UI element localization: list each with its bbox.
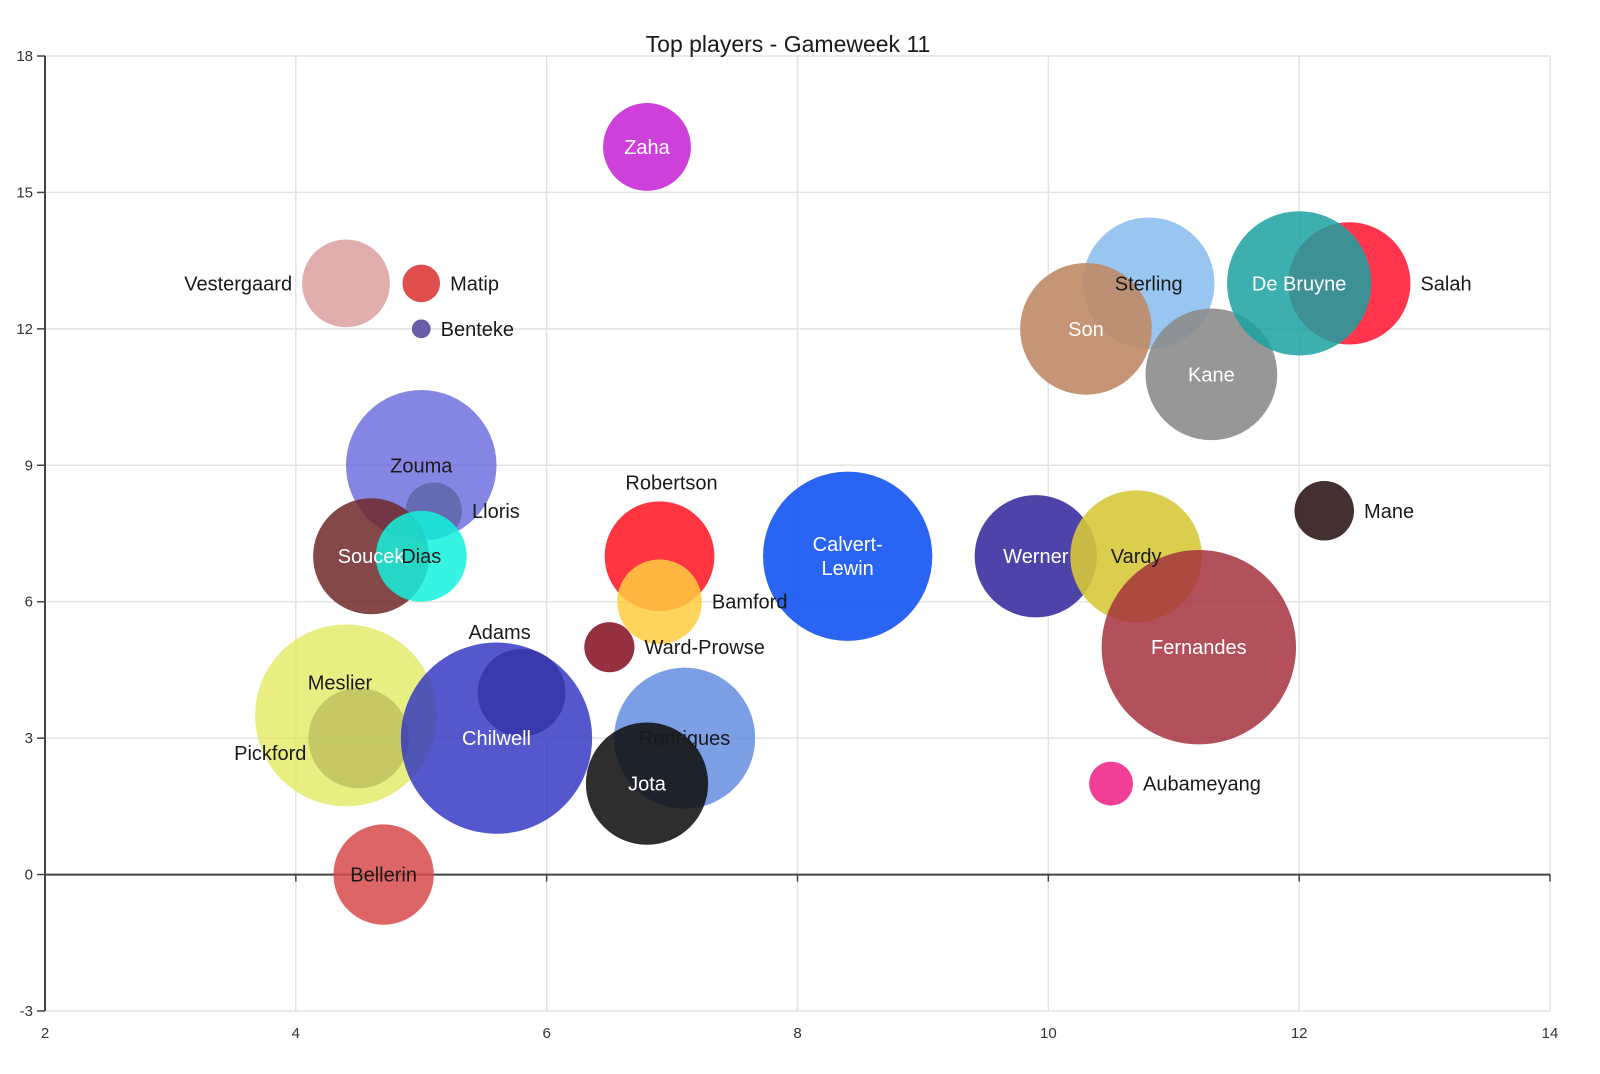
bubble-zaha [603, 103, 691, 191]
bubble-son [1020, 263, 1152, 395]
bubble-chilwell [400, 642, 593, 834]
bubble-label-matip: Matip [450, 273, 499, 295]
bubble-benteke [411, 319, 431, 339]
bubble-ward-prowse [584, 622, 635, 673]
bubble-label-bamford: Bamford [712, 592, 788, 614]
y-tick-label: 3 [25, 730, 33, 747]
bubble-label-dias: Dias [401, 546, 441, 568]
bubble-dias [375, 510, 467, 602]
bubble-label-benteke: Benteke [441, 319, 514, 341]
bubble-label-zaha: Zaha [624, 137, 670, 159]
bubble-label-chilwell: Chilwell [462, 728, 531, 750]
bubble-label-aubameyang: Aubameyang [1143, 774, 1261, 796]
y-tick-label: 18 [16, 48, 33, 65]
bubble-matip [402, 264, 441, 303]
bubble-label-salah: Salah [1420, 273, 1471, 295]
bubble-fernandes [1101, 549, 1297, 745]
bubble-calvert-lewin [763, 471, 933, 641]
x-tick-label: 2 [41, 1025, 49, 1042]
bubble-label-fernandes: Fernandes [1151, 637, 1247, 659]
bubble-label-zouma: Zouma [390, 455, 453, 477]
y-tick-label: 15 [16, 184, 33, 201]
y-tick-label: 6 [25, 594, 33, 611]
bubble-label-bellerin: Bellerin [350, 865, 417, 887]
bubble-bamford [617, 559, 702, 645]
x-tick-label: 14 [1542, 1025, 1559, 1042]
bubble-label-jota: Jota [628, 774, 667, 796]
y-tick-label: 12 [16, 321, 33, 338]
bubble-jota [585, 722, 709, 845]
bubble-label-werner: Werner [1003, 546, 1069, 568]
bubble-label-vestergaard: Vestergaard [184, 273, 292, 295]
bubble-label-son: Son [1068, 319, 1104, 341]
bubble-label-rodrigues: Rodrigues [639, 728, 730, 750]
bubble-bellerin [333, 824, 434, 925]
bubble-label-vardy: Vardy [1111, 546, 1162, 568]
y-tick-label: -3 [20, 1003, 33, 1020]
bubble-label-mane: Mane [1364, 501, 1414, 523]
bubbles [255, 103, 1411, 925]
bubble-label-calvert-lewin: Calvert-Lewin [813, 534, 883, 580]
bubble-label-de-bruyne: De Bruyne [1252, 273, 1347, 295]
bubble-werner [974, 495, 1097, 618]
bubble-label-meslier: Meslier [308, 672, 373, 694]
bubble-label-soucek: Soucek [338, 546, 406, 568]
bubble-de-bruyne [1227, 211, 1372, 356]
bubble-label-adams: Adams [468, 622, 530, 644]
y-tick-label: 9 [25, 457, 33, 474]
bubble-label-robertson: Robertson [625, 472, 717, 494]
x-tick-label: 10 [1040, 1025, 1057, 1042]
chart-title: Top players - Gameweek 11 [646, 31, 931, 57]
bubble-pickford [308, 687, 409, 789]
x-tick-label: 4 [292, 1025, 300, 1042]
bubble-mane [1294, 480, 1355, 541]
bubble-labels: Zaha Vestergaard Matip Benteke Zouma Lloris So… [184, 137, 1471, 887]
bubble-aubameyang [1089, 761, 1133, 806]
axes: 2 4 6 8 10 12 14 -3 0 3 6 9 12 15 18 [16, 48, 1558, 1042]
x-tick-label: 8 [793, 1025, 801, 1042]
x-tick-label: 12 [1291, 1025, 1308, 1042]
y-tick-label: 0 [25, 867, 33, 884]
bubble-vestergaard [302, 239, 390, 328]
bubble-kane [1145, 308, 1278, 441]
bubble-label-lloris: Lloris [472, 501, 520, 523]
x-tick-label: 6 [542, 1025, 550, 1042]
bubble-label-ward-prowse: Ward-Prowse [644, 637, 764, 659]
bubble-label-kane: Kane [1188, 364, 1235, 386]
bubble-label-sterling: Sterling [1115, 273, 1183, 295]
bubble-label-pickford: Pickford [234, 743, 306, 765]
